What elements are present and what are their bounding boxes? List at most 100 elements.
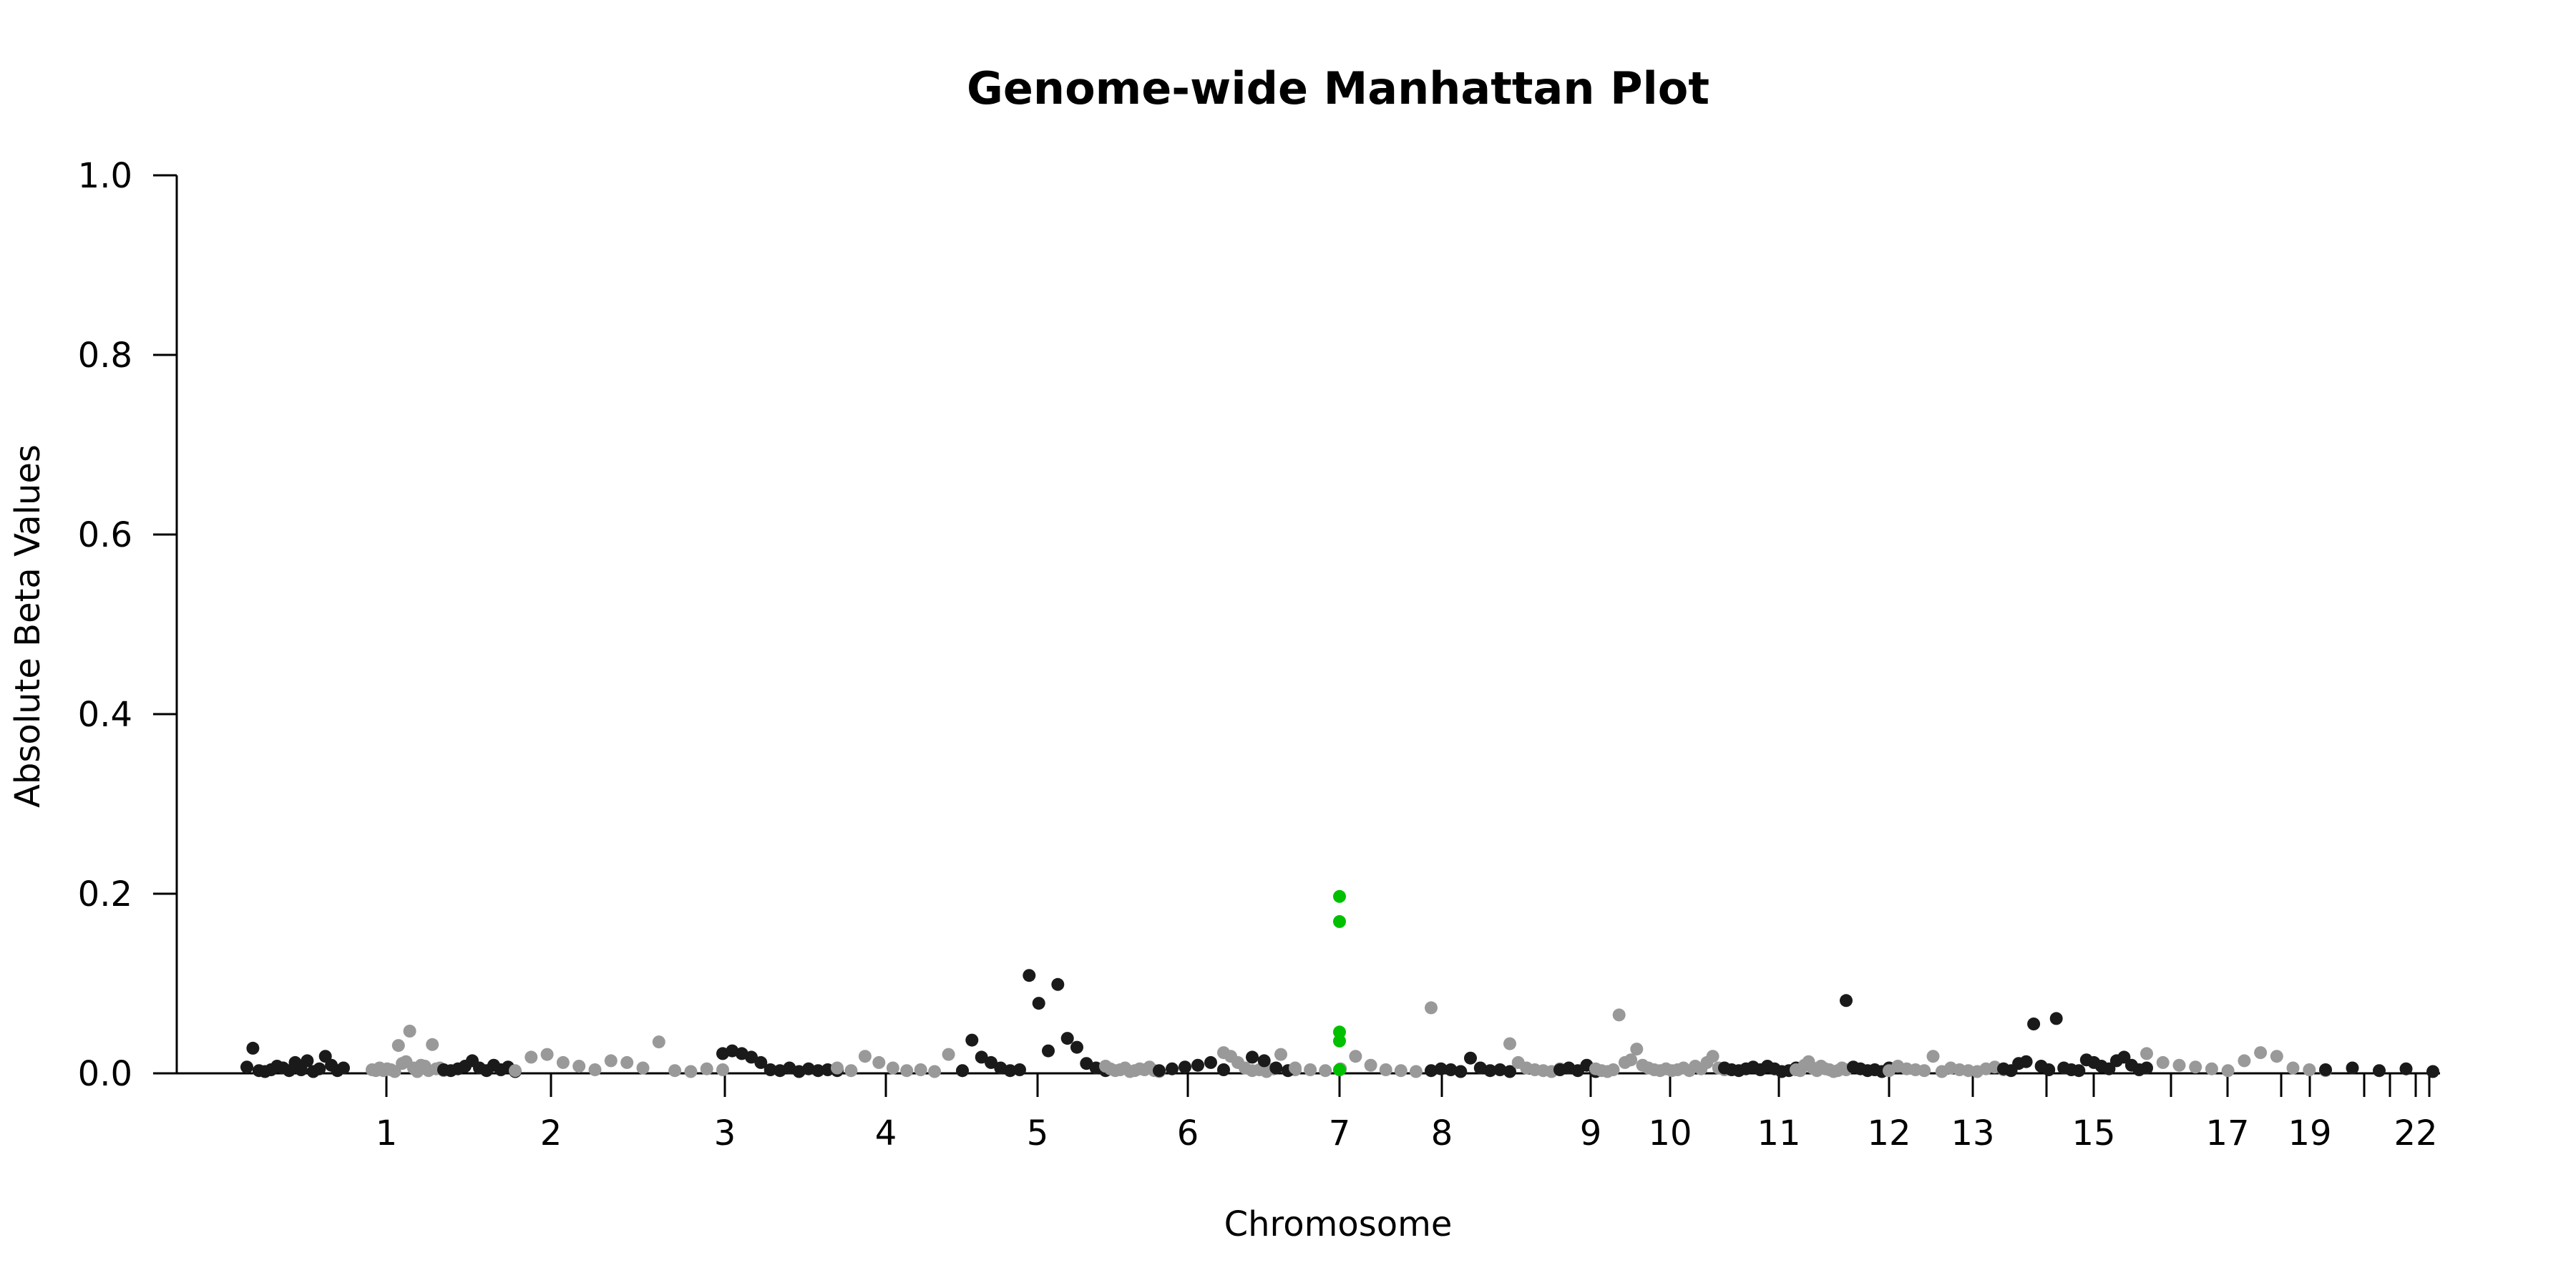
data-point (652, 1035, 665, 1049)
data-point (1926, 1050, 1940, 1063)
data-point (821, 1063, 834, 1076)
data-point (540, 1048, 554, 1061)
data-point (1179, 1060, 1191, 1074)
data-point (886, 1061, 899, 1075)
x-tick-label: 12 (1867, 1113, 1911, 1153)
data-point (844, 1064, 858, 1078)
data-point (900, 1064, 914, 1078)
y-tick-label: 0.8 (78, 336, 132, 376)
data-point (509, 1064, 522, 1078)
data-point (956, 1064, 969, 1078)
x-tick-label: 1 (376, 1113, 398, 1153)
data-point (2221, 1064, 2235, 1078)
data-point (1425, 1064, 1438, 1078)
data-point (975, 1050, 988, 1064)
data-point (2072, 1064, 2086, 1078)
y-tick-label: 0.6 (78, 515, 132, 555)
data-point (2346, 1061, 2359, 1075)
data-point (1464, 1051, 1477, 1065)
y-tick-label: 1.0 (78, 156, 132, 196)
data-point (2319, 1063, 2332, 1076)
data-point (2270, 1050, 2283, 1063)
data-point (301, 1054, 314, 1068)
x-tick-label: 19 (2288, 1113, 2331, 1153)
data-point (1840, 994, 1853, 1008)
data-point (1274, 1048, 1287, 1061)
data-point (1304, 1063, 1317, 1076)
data-point (1042, 1044, 1055, 1058)
data-point (2102, 1062, 2116, 1075)
data-point (572, 1060, 586, 1073)
x-axis: 1 2 3 4 5 6 7 8 9 10 11 12 13 15 17 19 22 (177, 1072, 2440, 1153)
data-point (1606, 1063, 1620, 1076)
data-point (1060, 1032, 1074, 1045)
data-point (716, 1063, 729, 1076)
data-point (811, 1064, 825, 1078)
x-tick-label: 15 (2072, 1113, 2115, 1153)
data-point (391, 1039, 405, 1053)
data-point (985, 1055, 997, 1069)
data-point (1444, 1063, 1458, 1076)
data-point (426, 1038, 439, 1051)
data-point (2156, 1055, 2170, 1069)
x-tick-label: 5 (1027, 1113, 1049, 1153)
data-point (914, 1063, 927, 1076)
data-point (1434, 1062, 1448, 1075)
data-point (2238, 1054, 2251, 1068)
data-point (620, 1055, 634, 1069)
data-point (2117, 1050, 2131, 1064)
data-point (802, 1062, 815, 1075)
data-point (858, 1050, 872, 1063)
data-point (1051, 977, 1065, 991)
data-point (2399, 1062, 2413, 1075)
data-point (2303, 1063, 2316, 1076)
data-point (1454, 1065, 1468, 1078)
data-point (1153, 1064, 1166, 1078)
data-point (2189, 1060, 2202, 1074)
x-tick-label: 13 (1951, 1113, 1994, 1153)
data-point (1032, 997, 1045, 1010)
data-point (1003, 1064, 1017, 1078)
highlight-point (1333, 1034, 1346, 1048)
data-point (403, 1025, 416, 1038)
data-point (1246, 1050, 1259, 1064)
data-point (700, 1062, 713, 1075)
data-point (294, 1063, 308, 1076)
data-point (636, 1061, 650, 1075)
data-point (1319, 1064, 1332, 1078)
data-point (2172, 1058, 2186, 1072)
data-point (2042, 1063, 2056, 1076)
x-tick-label: 7 (1329, 1113, 1351, 1153)
data-point (965, 1033, 979, 1047)
data-point (1624, 1053, 1638, 1067)
data-point (1918, 1064, 1931, 1078)
data-point (2205, 1062, 2218, 1075)
x-tick-label: 3 (714, 1113, 736, 1153)
data-point (2027, 1018, 2041, 1030)
data-point (1473, 1061, 1487, 1075)
data-point (1483, 1064, 1497, 1078)
data-point (525, 1050, 538, 1064)
data-point (668, 1064, 682, 1078)
y-axis: 0.0 0.2 0.4 0.6 0.8 1.0 (78, 156, 178, 1094)
highlight-point (1333, 1063, 1346, 1076)
data-point (2140, 1061, 2153, 1075)
data-point (240, 1060, 253, 1074)
data-point (1493, 1063, 1507, 1076)
data-point (313, 1062, 326, 1075)
data-point (2426, 1065, 2439, 1078)
data-point (1394, 1064, 1407, 1078)
chart-title: Genome-wide Manhattan Plot (967, 62, 1709, 114)
data-point (246, 1041, 260, 1055)
data-point (1503, 1065, 1516, 1078)
data-point (745, 1050, 758, 1064)
data-point (1349, 1050, 1362, 1063)
data-point (2373, 1064, 2386, 1078)
x-tick-label: 10 (1648, 1113, 1692, 1153)
data-point (1503, 1037, 1516, 1050)
y-tick-label: 0.4 (78, 695, 132, 735)
data-point (1364, 1058, 1377, 1072)
x-tick-label: 6 (1177, 1113, 1199, 1153)
data-point (337, 1061, 350, 1075)
